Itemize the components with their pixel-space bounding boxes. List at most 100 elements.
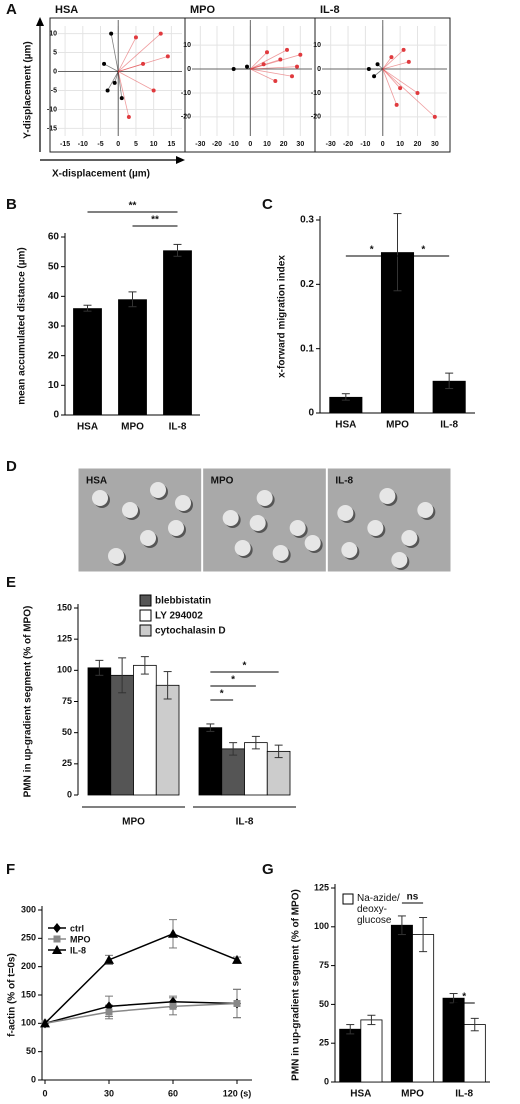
track [117, 37, 137, 72]
error-bar [173, 243, 182, 257]
track [117, 71, 123, 99]
marker [104, 954, 114, 964]
error-bar [419, 916, 428, 953]
series-line [44, 1002, 238, 1025]
panel-title: MPO [190, 4, 216, 16]
cell [222, 510, 239, 526]
cell [140, 530, 156, 546]
track-end [119, 96, 124, 101]
legend-label: LY 294002 [155, 611, 203, 622]
track [103, 63, 119, 72]
legend-label: ctrl [70, 923, 84, 933]
x-tick-label: -30 [326, 141, 336, 148]
track [250, 49, 288, 70]
cell [175, 495, 191, 511]
track [382, 68, 398, 106]
y-tick-label: 50 [26, 1046, 36, 1056]
y-tick-label: -5 [51, 87, 57, 94]
y-tick-label: 5 [53, 49, 57, 56]
y-tick-label: 200 [21, 961, 36, 971]
micrograph [77, 467, 203, 573]
significance-label: ** [151, 215, 159, 226]
error-bar [346, 1024, 355, 1035]
error-bar [341, 393, 350, 401]
micrograph-label: IL-8 [335, 476, 353, 487]
track-end [158, 31, 163, 36]
track [382, 68, 418, 94]
significance-label: * [231, 675, 235, 686]
y-tick-label: 50 [62, 727, 72, 737]
error-bar [367, 1014, 376, 1026]
y-tick-label: 300 [21, 904, 36, 914]
significance-label: * [421, 245, 425, 256]
bar [118, 299, 147, 415]
track-end [285, 47, 289, 52]
cell [108, 548, 124, 564]
y-axis-label: mean accumulated distance (µm) [17, 247, 28, 404]
x-tick-label: 10 [396, 141, 404, 148]
arrow-head [36, 17, 44, 26]
panel-letter: G [262, 861, 274, 878]
panel-letter: E [6, 574, 16, 591]
track [250, 59, 281, 70]
y-tick-label: 150 [21, 989, 36, 999]
y-tick-label: 0 [324, 1076, 329, 1086]
track [382, 49, 404, 70]
bar [133, 664, 157, 796]
cell [249, 515, 266, 531]
x-tick-label: 120 (s) [223, 1088, 252, 1098]
bar [221, 748, 245, 796]
track [117, 33, 162, 72]
x-tick-label: HSA [77, 422, 98, 433]
error-bar [470, 1017, 479, 1032]
track-end [406, 59, 411, 64]
x-tick-label: -15 [60, 141, 70, 148]
error-bar [274, 744, 283, 759]
track-end [109, 31, 114, 36]
y-tick-label: 10 [49, 30, 57, 37]
x-tick-label: -10 [360, 141, 370, 148]
track-end [375, 62, 380, 67]
x-tick-label: 20 [280, 141, 288, 148]
track [117, 71, 130, 118]
x-tick-label: 10 [150, 141, 158, 148]
series-line [44, 1001, 238, 1025]
bar [87, 667, 112, 796]
x-tick-label: IL-8 [236, 817, 254, 828]
significance-label: ** [129, 201, 137, 212]
marker [232, 954, 242, 964]
legend-label: MPO [70, 934, 91, 944]
y-tick-label: -10 [47, 106, 57, 113]
series-line [44, 932, 238, 1024]
panel-letter: F [6, 861, 15, 878]
track [107, 71, 119, 91]
y-tick-label: 0 [317, 66, 321, 73]
track [118, 71, 154, 91]
track-end [366, 67, 371, 72]
track-end [389, 55, 394, 60]
x-tick-label: 15 [167, 141, 175, 148]
legend-label: IL-8 [70, 945, 86, 955]
bar [244, 742, 268, 796]
y-tick-label: 25 [319, 1038, 329, 1048]
significance-label: * [243, 661, 247, 672]
x-tick-label: 0 [381, 141, 385, 148]
legend-swatch [139, 609, 152, 622]
y-tick-label: 20 [48, 350, 60, 361]
x-tick-label: HSA [350, 1089, 371, 1100]
track [382, 56, 392, 70]
track [118, 55, 168, 72]
y-tick-label: -20 [311, 114, 321, 121]
track [382, 61, 409, 70]
marker [105, 1008, 113, 1016]
cell [401, 530, 418, 546]
bar [163, 250, 192, 415]
error-bar [95, 659, 104, 676]
y-axis-label: f-actin (% of t=0s) [7, 953, 18, 1037]
cell [417, 502, 434, 518]
marker [168, 928, 178, 938]
x-tick-label: -10 [78, 141, 88, 148]
track-end [278, 57, 283, 62]
x-tick-label: 5 [134, 141, 138, 148]
